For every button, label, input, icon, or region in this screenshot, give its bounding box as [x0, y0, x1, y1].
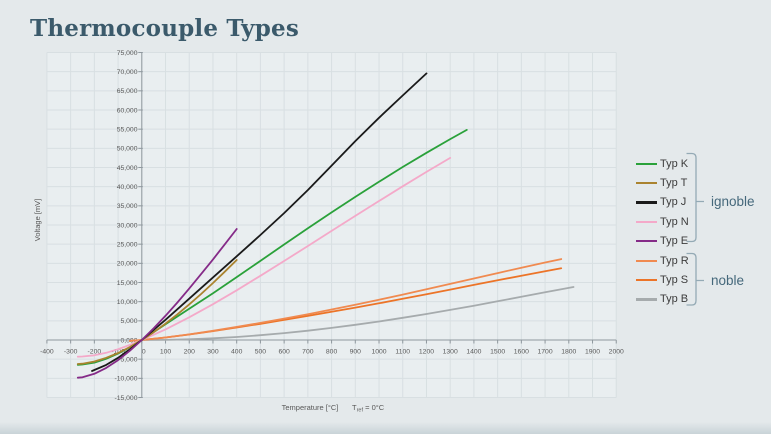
x-tick-label: -200	[88, 349, 102, 356]
legend-label: Typ B	[660, 293, 689, 306]
curve-typ-j	[91, 72, 428, 372]
curve-typ-r	[128, 258, 563, 342]
legend-swatch	[636, 201, 657, 204]
y-tick-label: 20,000	[117, 261, 138, 268]
y-tick-label: 15,000	[117, 280, 138, 287]
legend-group-brackets	[686, 152, 704, 306]
x-tick-label: 200	[184, 349, 196, 356]
x-tick-label: 600	[278, 349, 290, 356]
legend-swatch	[636, 181, 657, 185]
y-tick-label: 75,000	[117, 50, 138, 57]
legend-swatch	[636, 259, 657, 262]
x-tick-label: 1600	[514, 349, 529, 356]
x-tick-label: 800	[326, 349, 338, 356]
legend-label: Typ T	[660, 177, 688, 190]
y-tick-label: -5,000	[118, 357, 137, 364]
ref-temperature-note: Tref = 0°C	[352, 403, 385, 413]
x-tick-label: 1100	[395, 349, 410, 356]
group-label-noble: noble	[711, 273, 745, 288]
y-tick-label: 30,000	[117, 222, 138, 229]
x-tick-label: 100	[160, 349, 172, 356]
x-tick-label: -300	[64, 349, 78, 356]
legend-swatch	[636, 298, 657, 301]
x-tick-label: 400	[231, 349, 243, 356]
y-tick-label: 5,000	[120, 318, 137, 325]
x-tick-label: 1400	[466, 349, 481, 356]
legend-swatch	[636, 162, 657, 165]
x-tick-label: 0	[142, 349, 146, 356]
legend-swatch	[636, 220, 657, 223]
y-tick-label: 45,000	[117, 165, 138, 172]
group-label-ignoble: ignoble	[711, 194, 755, 209]
x-tick-label: 1900	[585, 349, 600, 356]
legend-label: Typ N	[660, 215, 689, 228]
ignoble-bracket	[686, 152, 704, 243]
legend-label: Typ S	[660, 274, 689, 287]
y-tick-label: 65,000	[117, 88, 138, 95]
x-tick-label: 1300	[443, 349, 458, 356]
legend-swatch	[636, 240, 657, 243]
legend-item-typ-n: Typ N	[636, 212, 689, 231]
y-tick-label: -10,000	[114, 376, 137, 383]
x-tick-label: 1700	[538, 349, 553, 356]
x-tick-label: 700	[302, 349, 314, 356]
legend-label: Typ K	[660, 157, 689, 170]
legend-item-typ-r: Typ R	[636, 251, 689, 270]
y-tick-label: 35,000	[117, 203, 138, 210]
noble-bracket	[686, 252, 704, 306]
legend-item-typ-k: Typ K	[636, 154, 689, 173]
y-tick-label: 55,000	[117, 127, 138, 134]
x-tick-label: 1200	[419, 349, 434, 356]
curve-typ-b	[140, 286, 575, 341]
curve-typ-n	[76, 156, 452, 358]
y-tick-label: 10,000	[117, 299, 138, 306]
y-tick-label: 25,000	[117, 242, 138, 249]
legend-label: Typ E	[660, 235, 689, 248]
curve-typ-e	[76, 228, 238, 379]
legend-label: Typ J	[660, 196, 687, 209]
legend-item-typ-b: Typ B	[636, 290, 689, 309]
x-tick-label: -400	[40, 349, 54, 356]
chart-legend: Typ K Typ T Typ J Typ N Typ E Typ R Typ S Typ B	[636, 154, 689, 309]
x-tick-label: 1000	[371, 349, 386, 356]
y-tick-label: 60,000	[117, 107, 138, 114]
y-tick-label: 70,000	[117, 69, 138, 76]
x-tick-label: 2000	[609, 349, 624, 356]
x-axis-title: Temperature [°C]	[282, 403, 339, 412]
x-tick-label: 300	[207, 349, 219, 356]
y-axis-title: Voltage [mV]	[33, 199, 42, 242]
x-tick-label: 1800	[561, 349, 576, 356]
legend-item-typ-j: Typ J	[636, 193, 689, 212]
y-tick-label: 40,000	[117, 184, 138, 191]
legend-swatch	[636, 278, 657, 282]
page-title: Thermocouple Types	[30, 15, 300, 42]
legend-item-typ-t: Typ T	[636, 173, 689, 192]
x-tick-label: 900	[350, 349, 362, 356]
legend-label: Typ R	[660, 254, 689, 267]
y-tick-label: -15,000	[114, 395, 137, 402]
legend-item-typ-e: Typ E	[636, 232, 689, 251]
x-tick-label: 1500	[490, 349, 505, 356]
curve-typ-t	[76, 259, 238, 365]
y-tick-label: 50,000	[117, 146, 138, 153]
x-tick-label: 500	[255, 349, 267, 356]
legend-item-typ-s: Typ S	[636, 270, 689, 289]
